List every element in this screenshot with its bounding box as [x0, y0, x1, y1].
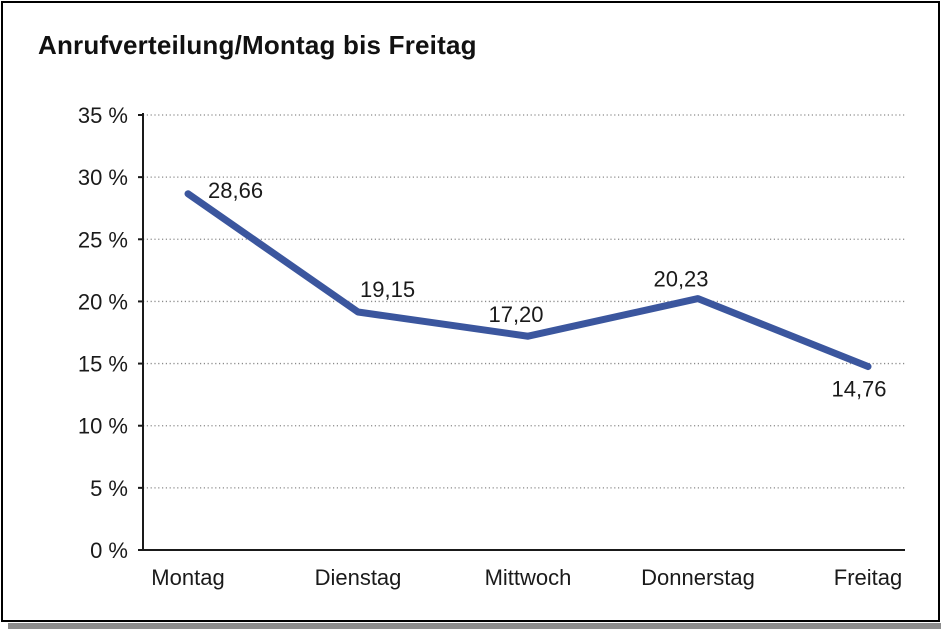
x-category-label: Donnerstag: [641, 565, 755, 590]
data-label: 17,20: [488, 302, 543, 327]
y-tick-label: 5 %: [90, 476, 128, 501]
data-label: 14,76: [831, 377, 886, 402]
chart-title: Anrufverteilung/Montag bis Freitag: [38, 30, 477, 60]
chart-frame: [1, 1, 940, 622]
x-category-label: Montag: [151, 565, 224, 590]
y-tick-label: 10 %: [78, 414, 128, 439]
y-tick-label: 35 %: [78, 103, 128, 128]
data-label: 28,66: [208, 178, 263, 203]
x-category-label: Dienstag: [315, 565, 402, 590]
x-category-label: Freitag: [834, 565, 902, 590]
frame-shadow: [8, 623, 941, 629]
data-label: 19,15: [360, 277, 415, 302]
y-tick-label: 25 %: [78, 227, 128, 252]
y-tick-label: 20 %: [78, 289, 128, 314]
x-category-label: Mittwoch: [485, 565, 572, 590]
series-line: [184, 190, 872, 371]
y-tick-label: 0 %: [90, 538, 128, 563]
y-tick-label: 15 %: [78, 352, 128, 377]
data-label: 20,23: [653, 267, 708, 292]
y-tick-label: 30 %: [78, 165, 128, 190]
